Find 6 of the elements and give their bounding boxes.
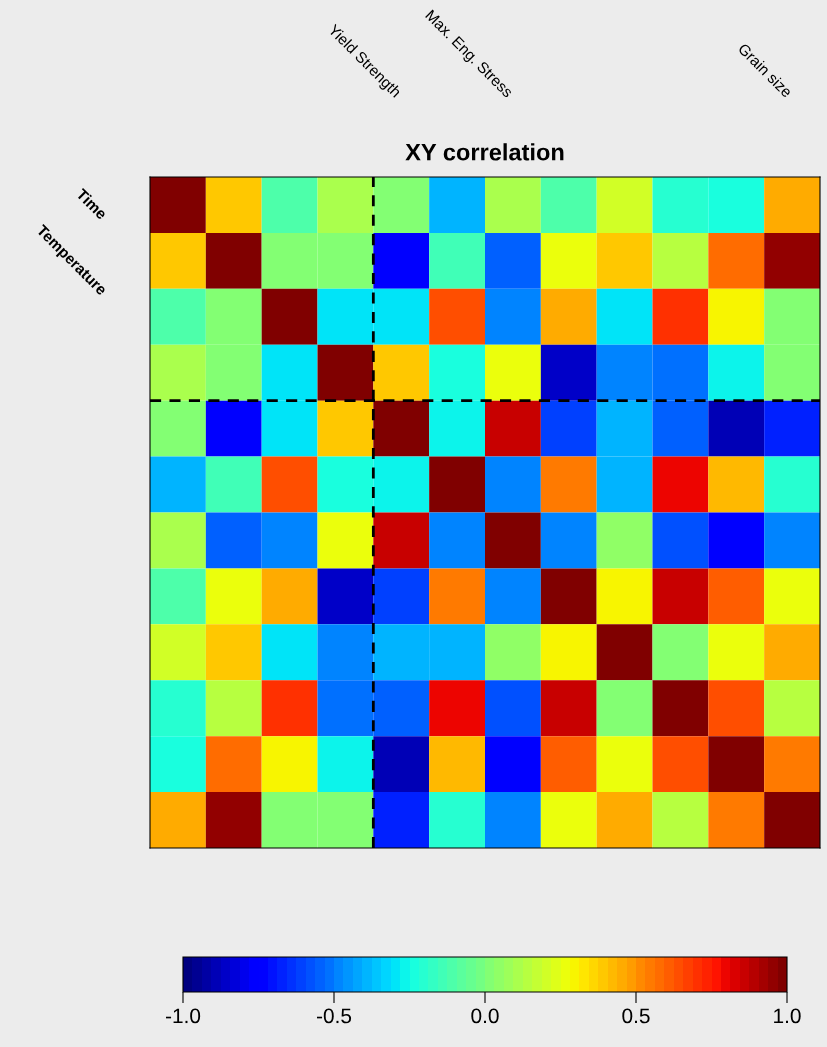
color-bar-label: -0.5 bbox=[316, 1008, 352, 1024]
color-bar-label: 0.5 bbox=[622, 1008, 650, 1024]
chart-title: XY correlation bbox=[405, 143, 564, 161]
color-bar-label: 1.0 bbox=[774, 1008, 801, 1024]
color-bar-label: 0.0 bbox=[471, 1008, 499, 1024]
color-bar-label: -1.0 bbox=[165, 1008, 201, 1024]
